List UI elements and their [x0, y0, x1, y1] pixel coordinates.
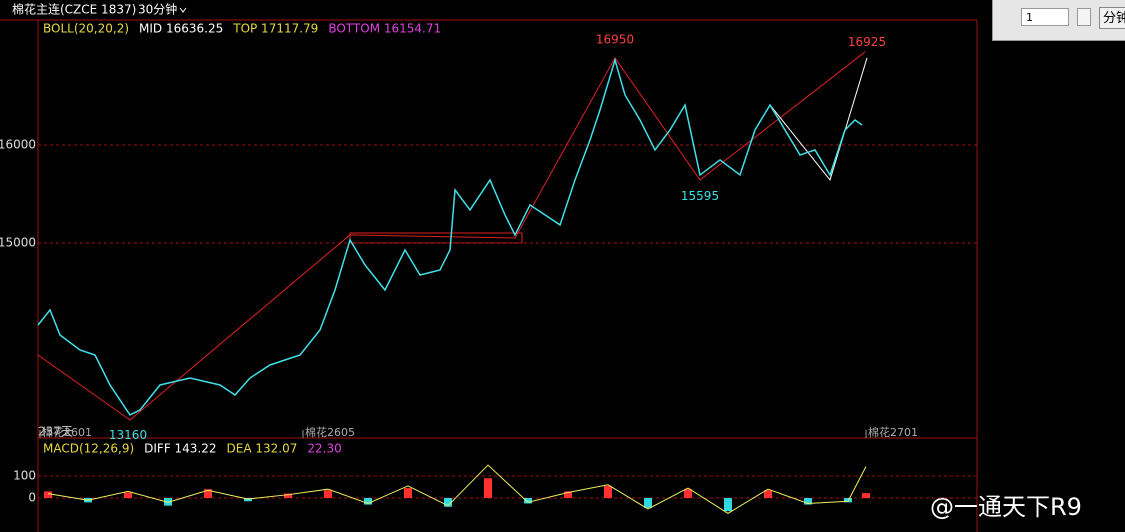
watermark: @一通天下R9 — [930, 493, 1082, 521]
macd-bar — [44, 491, 52, 498]
macd-bar — [724, 497, 732, 512]
macd-bar — [844, 497, 852, 503]
y-tick-label: 0 — [28, 490, 36, 504]
macd-bar — [164, 497, 172, 506]
indicator-label: MACD(12,26,9) — [43, 442, 134, 456]
indicator-label: MID 16636.25 — [139, 22, 223, 36]
trend-line — [37, 51, 866, 421]
x-tick-label: 棉花2701 — [868, 425, 918, 439]
y-tick-label: 16000 — [0, 137, 36, 151]
macd-bar — [524, 497, 532, 504]
diff-line — [47, 464, 867, 514]
macd-bar — [684, 489, 692, 498]
dropdown-arrow — [179, 7, 187, 13]
macd-bar — [404, 488, 412, 498]
macd-bar — [444, 497, 452, 507]
spinner[interactable] — [1077, 8, 1091, 26]
unit-button[interactable]: 分钟 — [1099, 7, 1125, 29]
indicator-label: BOTTOM 16154.71 — [328, 22, 441, 36]
macd-bar — [484, 478, 492, 498]
indicator-label: DEA 132.07 — [227, 442, 298, 456]
y-tick-label: 100 — [13, 469, 36, 483]
period-input[interactable]: 1 — [1021, 8, 1069, 26]
macd-bar — [324, 490, 332, 498]
macd-bar — [284, 493, 292, 498]
price-annotation: 15595 — [681, 189, 719, 203]
trend-line — [769, 57, 868, 182]
macd-bar — [644, 497, 652, 508]
price-annotation: 16925 — [848, 35, 886, 49]
price-line — [37, 57, 863, 416]
price-annotation: 13160 — [109, 428, 147, 442]
macd-bar — [364, 497, 372, 505]
macd-bar — [124, 492, 132, 498]
macd-bar — [604, 485, 612, 498]
x-tick-label: 棉花2601 — [42, 425, 92, 439]
indicator-label: DIFF 143.22 — [144, 442, 216, 456]
indicator-label: TOP 17117.79 — [232, 22, 318, 36]
symbol: 棉花主连(CZCE 1837) — [12, 2, 136, 17]
macd-bar — [862, 493, 870, 498]
macd-bar — [564, 491, 572, 498]
macd-bar — [804, 497, 812, 505]
indicator-label: 22.30 — [307, 442, 341, 456]
indicator-label: BOLL(20,20,2) — [43, 22, 129, 36]
y-tick-label: 15000 — [0, 235, 36, 249]
period-panel: 1 分钟 — [992, 0, 1125, 41]
price-annotation: 16950 — [596, 32, 634, 46]
x-tick-label: 棉花2605 — [305, 425, 355, 439]
macd-bar — [244, 497, 252, 502]
macd-bar — [204, 489, 212, 498]
period[interactable]: 30分钟 — [138, 2, 177, 17]
macd-bar — [764, 490, 772, 498]
days-label: 237天 — [38, 425, 73, 439]
